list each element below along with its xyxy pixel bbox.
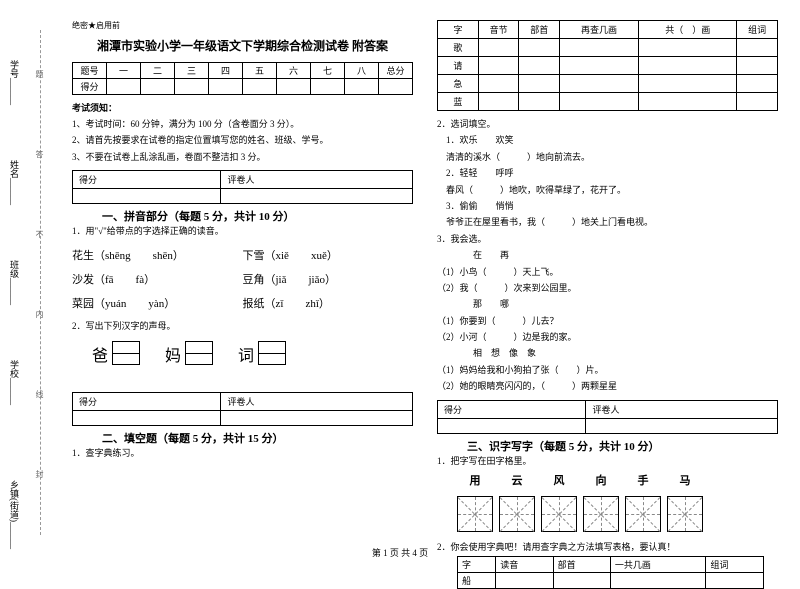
- notice-2: 2、请首先按要求在试卷的指定位置填写您的姓名、班级、学号。: [72, 133, 413, 147]
- sidebar-township: 乡镇(街道)______: [8, 480, 21, 549]
- py-r0b: 下雪（xiě xuě）: [243, 247, 414, 263]
- grid-cell: [499, 496, 535, 532]
- cut-label-3: 不: [34, 230, 45, 238]
- section1-title: 一、拼音部分（每题 5 分，共计 10 分）: [102, 211, 295, 223]
- grid-cell: [583, 496, 619, 532]
- q2r-0: 1．欢乐 欢笑: [437, 133, 778, 147]
- q3r-title: 3．我会选。: [437, 232, 778, 246]
- py-r0a: 花生（shēng shēn）: [72, 247, 243, 263]
- score-h4: 四: [209, 63, 243, 79]
- score-h3: 三: [175, 63, 209, 79]
- q3r-7: （1）妈妈给我和小狗拍了张（ ）片。: [437, 363, 778, 377]
- q3r-3: 那 哪: [437, 297, 778, 311]
- char-ma: 妈: [165, 348, 181, 365]
- notice-3: 3、不要在试卷上乱涂乱画，卷面不整洁扣 3 分。: [72, 150, 413, 164]
- q3r-8: （2）她的眼睛亮闪闪的，（ ）两颗星星: [437, 379, 778, 393]
- an-r2: 急: [438, 75, 479, 93]
- q2r-1: 清清的溪水（ ）地向前流去。: [437, 150, 778, 164]
- q2r-5: 爷爷正在屋里看书，我（ ）地关上门看电视。: [437, 215, 778, 229]
- notice-1: 1、考试时间：60 分钟，满分为 100 分（含卷面分 3 分）。: [72, 117, 413, 131]
- sidebar-id: 学号______: [8, 60, 21, 105]
- q3r-1: （1）小鸟（ ）天上飞。: [437, 265, 778, 279]
- s2-q1: 1．查字典练习。: [72, 446, 413, 460]
- an-h2: 部首: [519, 21, 560, 39]
- notice-title: 考试须知：: [72, 101, 413, 114]
- score-h5: 五: [243, 63, 277, 79]
- s3-q1: 1．把字写在田字格里。: [437, 454, 778, 468]
- gc-3: 向: [583, 472, 619, 488]
- py-r1b: 豆角（jiǎ jiǎo）: [243, 271, 414, 287]
- exam-title: 湘潭市实验小学一年级语文下学期综合检测试卷 附答案: [72, 37, 413, 54]
- grid-cell: [667, 496, 703, 532]
- cut-label-5: 题: [34, 70, 45, 78]
- cut-label-0: 封: [34, 470, 45, 478]
- an-h1: 音节: [478, 21, 519, 39]
- score-h7: 七: [311, 63, 345, 79]
- q2r-3: 春风（ ）地吹，吹得草绿了，花开了。: [437, 183, 778, 197]
- page-footer: 第 1 页 共 4 页: [0, 546, 800, 559]
- analysis-table: 字 音节 部首 再查几画 共（ ）画 组词 歌 请 急 蓝: [437, 20, 778, 111]
- gc-0: 用: [457, 472, 493, 488]
- sidebar-class: 班级______: [8, 260, 21, 305]
- py-r1a: 沙发（fā fà）: [72, 271, 243, 287]
- score-h8: 八: [345, 63, 379, 79]
- score-box-2: 得分评卷人: [72, 392, 413, 426]
- sb1-c2: 评卷人: [221, 171, 413, 189]
- section3-title: 三、识字写字（每题 5 分，共计 10 分）: [467, 441, 660, 453]
- char-ci: 词: [238, 348, 254, 365]
- sidebar-name: 姓名______: [8, 160, 21, 205]
- sb1-c1: 得分: [73, 171, 221, 189]
- grid-cell: [625, 496, 661, 532]
- gc-2: 风: [541, 472, 577, 488]
- an-h3: 再查几画: [560, 21, 639, 39]
- cut-label-2: 内: [34, 310, 45, 318]
- score-box-1: 得分评卷人: [72, 170, 413, 204]
- q3r-0: 在 再: [437, 248, 778, 262]
- sb3-c1: 得分: [438, 400, 586, 418]
- score-h0: 题号: [73, 63, 107, 79]
- dict-r0: 船: [458, 573, 496, 589]
- q3r-2: （2）我（ ）次来到公园里。: [437, 281, 778, 295]
- q3r-4: （1）你要到（ ）儿去？: [437, 314, 778, 328]
- sb3-c2: 评卷人: [586, 400, 778, 418]
- header-note: 绝密★启用前: [72, 20, 413, 31]
- score-h1: 一: [107, 63, 141, 79]
- an-h4: 共（ ）画: [639, 21, 737, 39]
- score-h9: 总分: [379, 63, 413, 79]
- s1-q1: 1．用"√"给带点的字选择正确的读音。: [72, 224, 413, 238]
- grid-cell: [541, 496, 577, 532]
- an-r1: 请: [438, 57, 479, 75]
- section2-title: 二、填空题（每题 5 分，共计 15 分）: [102, 433, 284, 445]
- q3r-6: 相 想 像 象: [437, 346, 778, 360]
- grid-cell: [457, 496, 493, 532]
- gc-4: 手: [625, 472, 661, 488]
- cut-label-4: 答: [34, 150, 45, 158]
- score-h2: 二: [141, 63, 175, 79]
- an-h5: 组词: [737, 21, 778, 39]
- cut-label-1: 线: [34, 390, 45, 398]
- q2r-title: 2．选词填空。: [437, 117, 778, 131]
- score-row-label: 得分: [73, 79, 107, 95]
- gc-5: 马: [667, 472, 703, 488]
- an-h0: 字: [438, 21, 479, 39]
- py-r2a: 菜园（yuán yàn）: [72, 295, 243, 311]
- gc-1: 云: [499, 472, 535, 488]
- q2r-4: 3．偷偷 悄悄: [437, 199, 778, 213]
- py-r2b: 报纸（zǐ zhǐ）: [243, 295, 414, 311]
- an-r3: 蓝: [438, 93, 479, 111]
- an-r0: 歌: [438, 39, 479, 57]
- sidebar-school: 学校______: [8, 360, 21, 405]
- sb2-c1: 得分: [73, 392, 221, 410]
- char-ba: 爸: [92, 348, 108, 365]
- score-h6: 六: [277, 63, 311, 79]
- sb2-c2: 评卷人: [221, 392, 413, 410]
- q2r-2: 2．轻轻 呼呼: [437, 166, 778, 180]
- dict-table: 字 读音 部首 一共几画 组词 船: [457, 556, 764, 589]
- s1-q2: 2．写出下列汉字的声母。: [72, 319, 413, 333]
- q3r-5: （2）小河（ ）边是我的家。: [437, 330, 778, 344]
- score-table: 题号 一 二 三 四 五 六 七 八 总分 得分: [72, 62, 413, 95]
- score-box-3: 得分评卷人: [437, 400, 778, 434]
